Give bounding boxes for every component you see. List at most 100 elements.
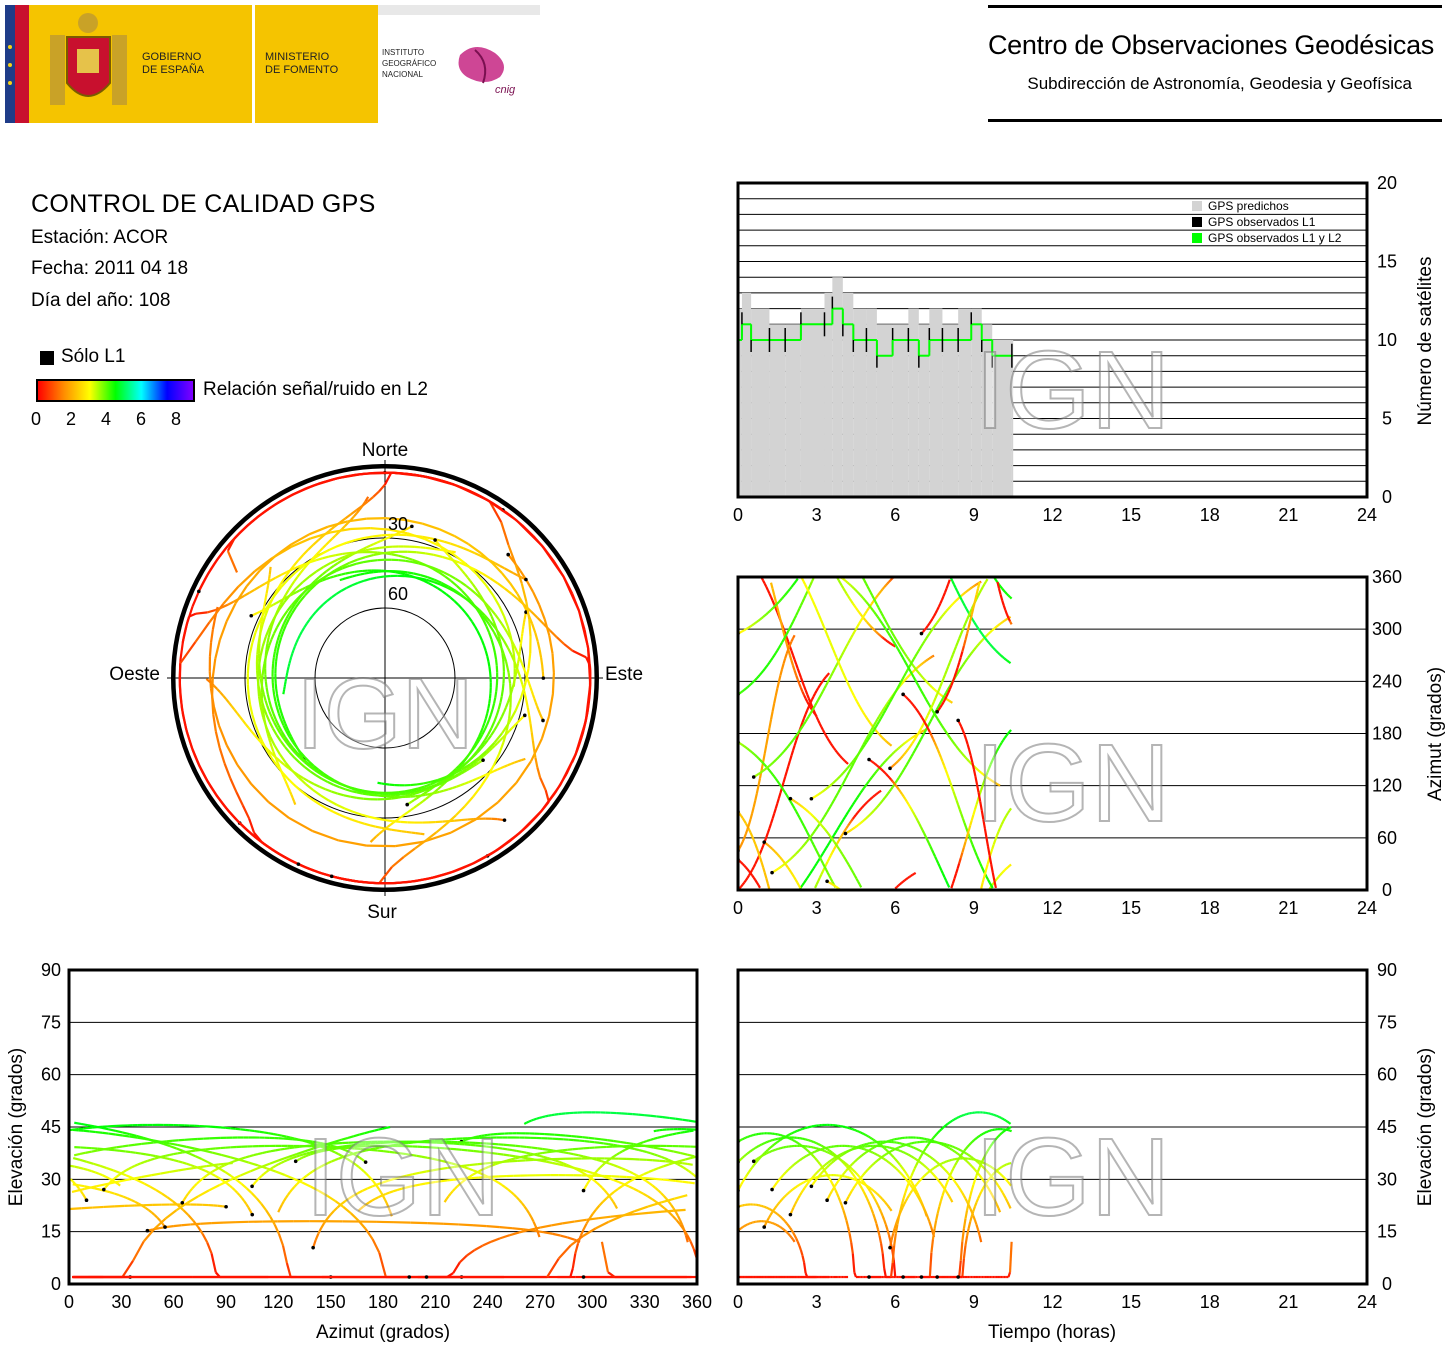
elevation-azimuth-segment: [147, 1141, 154, 1145]
azimuth-track-segment: [887, 742, 891, 746]
elevation-azimuth-segment: [334, 1151, 339, 1155]
elevation-time-segment: [892, 1148, 895, 1152]
x-tick-label: 9: [969, 505, 979, 525]
elevation-azimuth-segment: [226, 1182, 231, 1187]
azimuth-track-segment: [969, 839, 974, 845]
elevation-azimuth-segment: [613, 1164, 619, 1168]
x-tick-label: 0: [733, 505, 743, 525]
azimuth-track-segment: [929, 704, 934, 710]
elevation-azimuth-segment: [653, 1129, 657, 1133]
azimuth-track-segment: [776, 797, 780, 804]
x-tick-label: 0: [64, 1292, 74, 1312]
azimuth-track-segment: [991, 756, 995, 762]
elevation-azimuth-segment: [466, 1175, 471, 1180]
azimuth-track-segment: [812, 844, 817, 849]
elevation-azimuth-segment: [630, 1147, 636, 1151]
elevation-time-segment: [795, 1141, 799, 1144]
elevation-azimuth-segment: [122, 1144, 129, 1148]
azimuth-track-segment: [824, 811, 829, 816]
azimuth-track-segment: [1001, 599, 1005, 606]
elevation-azimuth-segment: [659, 1159, 666, 1163]
azimuth-track-segment: [828, 834, 833, 839]
elevation-time-segment: [955, 1151, 959, 1155]
azimuth-track-segment: [782, 749, 787, 753]
elevation-azimuth-segment: [454, 1185, 459, 1190]
azimuth-track-segment: [785, 637, 790, 643]
elevation-azimuth-segment: [200, 1164, 208, 1169]
elevation-time-segment: [903, 1176, 907, 1180]
azimuth-track-segment: [826, 786, 830, 790]
azimuth-track-segment: [885, 773, 889, 777]
azimuth-track-segment: [953, 873, 958, 879]
azimuth-track-segment: [933, 612, 937, 617]
azimuth-track-segment: [836, 840, 840, 845]
station-line: Estación: ACOR: [31, 227, 169, 248]
predicted-bar: [992, 340, 1012, 497]
azimuth-track-segment: [847, 639, 851, 644]
elevation-azimuth-segment: [639, 1173, 645, 1178]
azimuth-track-segment: [813, 795, 817, 798]
elevation-azimuth-segment: [477, 1162, 486, 1166]
azimuth-track-segment: [901, 680, 905, 684]
elevation-azimuth-segment: [539, 1154, 544, 1158]
azimuth-track-segment: [937, 703, 941, 708]
elevation-azimuth-segment: [160, 1170, 170, 1175]
elevation-time-segment: [822, 1149, 825, 1153]
elevation-azimuth-segment: [283, 1159, 288, 1163]
azimuth-track-segment: [962, 661, 966, 666]
elevation-time-segment: [793, 1162, 797, 1166]
elevation-time-segment: [841, 1159, 845, 1163]
azimuth-track-segment: [920, 662, 924, 666]
azimuth-track-segment: [900, 743, 904, 747]
elevation-time-segment: [939, 1128, 943, 1132]
azimuth-track-segment: [781, 751, 785, 755]
elevation-time-segment: [976, 1135, 980, 1139]
azimuth-track-segment: [875, 603, 880, 608]
elevation-time-segment: [961, 1192, 965, 1197]
elevation-time-segment: [798, 1158, 802, 1162]
elevation-time-segment: [885, 1152, 889, 1155]
elevation-azimuth-segment: [445, 1195, 450, 1200]
elevation-azimuth-segment: [304, 1147, 314, 1153]
elevation-azimuth-segment: [593, 1179, 598, 1184]
elevation-azimuth-segment: [164, 1209, 178, 1220]
elevation-time-segment: [1005, 1119, 1009, 1123]
azimuth-track-segment: [997, 827, 1002, 833]
azimuth-track-segment: [743, 687, 747, 691]
elevation-time-segment: [986, 1170, 990, 1174]
elevation-time-start: [762, 1225, 767, 1229]
elevation-azimuth-segment: [600, 1159, 606, 1164]
elevation-azimuth-segment: [204, 1169, 210, 1174]
elevation-time-segment: [798, 1128, 802, 1132]
azimuth-track-segment: [752, 679, 757, 683]
elevation-azimuth-segment: [130, 1150, 136, 1154]
elevation-time-segment: [901, 1197, 905, 1205]
elevation-time-segment: [1006, 1120, 1010, 1124]
azimuth-track-segment: [790, 802, 794, 807]
elevation-azimuth-segment: [551, 1161, 559, 1166]
azimuth-track-segment: [843, 579, 847, 583]
elevation-time-start: [788, 1212, 793, 1217]
azimuth-track-segment: [865, 716, 869, 721]
elevation-time-segment: [863, 1133, 866, 1136]
azimuth-track-segment: [826, 634, 830, 639]
azimuth-track-segment: [786, 866, 791, 871]
elevation-azimuth-segment: [104, 1184, 109, 1188]
elevation-azimuth-segment: [491, 1163, 497, 1167]
elevation-time-segment: [740, 1138, 744, 1141]
azimuth-track-segment: [829, 742, 834, 747]
elevation-azimuth-segment: [218, 1162, 224, 1166]
azimuth-track-segment: [950, 883, 954, 889]
elevation-azimuth-segment: [320, 1149, 324, 1153]
azimuth-track-segment: [952, 741, 956, 745]
azimuth-track-segment: [959, 596, 963, 601]
azimuth-track-segment: [1004, 867, 1008, 871]
azimuth-track-segment: [955, 868, 959, 874]
elevation-azimuth-segment: [567, 1236, 575, 1241]
elevation-time-segment: [917, 1196, 921, 1201]
elevation-time-segment: [855, 1172, 859, 1176]
elevation-time-segment: [783, 1194, 787, 1198]
elevation-time-segment: [895, 1147, 898, 1150]
elevation-time-segment: [806, 1149, 810, 1153]
elevation-time-segment: [843, 1170, 847, 1174]
